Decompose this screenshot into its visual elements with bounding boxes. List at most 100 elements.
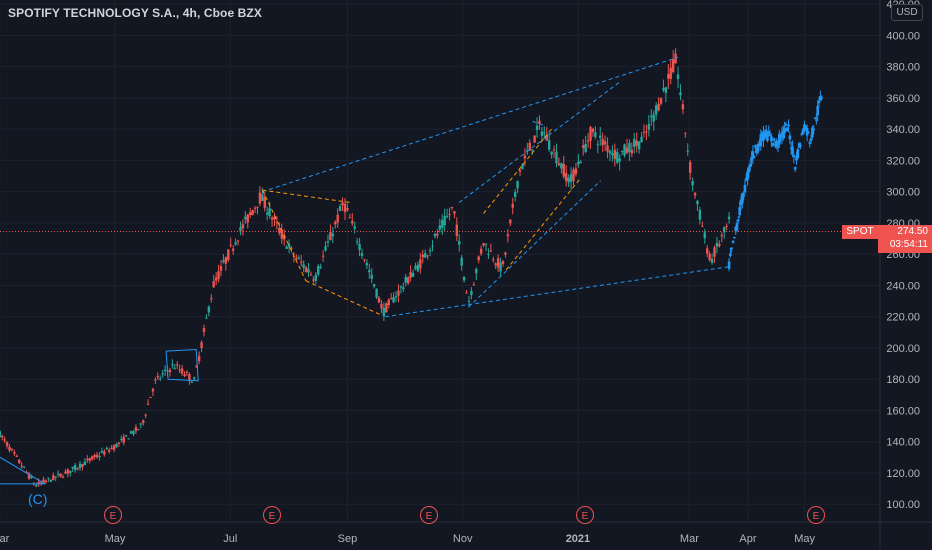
candle-body — [231, 248, 235, 251]
candle-body — [261, 194, 264, 201]
candle-body — [458, 240, 461, 245]
candle-body — [406, 277, 410, 284]
projection-candle — [739, 199, 743, 205]
candle-body — [217, 271, 220, 280]
candle-body — [304, 267, 308, 272]
candle-body — [688, 162, 692, 173]
candle-body — [472, 284, 476, 286]
currency-button[interactable]: USD — [891, 4, 923, 21]
candle-body — [326, 241, 330, 243]
candle-body — [453, 211, 456, 214]
candle-body — [229, 244, 232, 246]
candle-body — [88, 458, 91, 461]
candle-body — [37, 481, 40, 485]
projection-candle — [729, 253, 732, 257]
candle-body — [618, 158, 621, 162]
trend-line — [458, 80, 622, 204]
projection-candle — [741, 193, 744, 204]
projection-candle — [764, 129, 768, 138]
projection-candle — [811, 127, 814, 138]
candle-body — [54, 476, 57, 478]
candle-body — [662, 88, 665, 91]
candle-body — [436, 233, 439, 236]
projection-candle — [768, 134, 772, 137]
candle-body — [61, 476, 65, 478]
candle-body — [10, 448, 14, 450]
candle-body — [414, 265, 417, 269]
projection-candle — [819, 95, 822, 101]
projection-candle — [785, 127, 789, 132]
flag-pattern — [165, 348, 199, 382]
y-tick-label: 120.00 — [886, 468, 920, 480]
candle-body — [567, 177, 570, 183]
candle-body — [496, 258, 500, 268]
candle-body — [431, 245, 434, 247]
candle-body — [355, 241, 359, 243]
candle-body — [606, 145, 609, 152]
candle-body — [39, 482, 43, 484]
candle-body — [35, 485, 38, 487]
projection-candle — [792, 155, 796, 158]
candle-body — [93, 455, 96, 458]
candle-body — [214, 277, 218, 281]
projection-candle — [804, 126, 808, 129]
projection-candle — [801, 128, 805, 134]
candle-body — [173, 368, 177, 370]
candle-body — [591, 128, 595, 133]
candle-body — [669, 67, 672, 79]
candle-body — [144, 414, 147, 416]
projection-candle — [738, 207, 741, 216]
candle-body — [122, 436, 125, 443]
candle-body — [44, 480, 48, 483]
projection-candle — [820, 97, 823, 99]
earnings-marker-label: E — [110, 511, 117, 522]
projection-candle — [727, 261, 731, 269]
candle-body — [183, 374, 186, 376]
candle-body — [49, 479, 53, 482]
candle-body — [696, 200, 699, 205]
candle-body — [188, 373, 191, 381]
projection-candle — [734, 226, 737, 232]
candle-body — [441, 220, 444, 228]
candle-body — [477, 256, 480, 261]
candle-body — [633, 138, 636, 147]
candle-body — [98, 456, 101, 458]
projection-candle — [735, 222, 739, 231]
candle-body — [511, 203, 514, 208]
y-tick-label: 300.00 — [886, 187, 920, 199]
candle-body — [117, 442, 121, 444]
projection-candle — [752, 156, 756, 158]
candle-body — [163, 369, 167, 372]
candle-body — [513, 192, 517, 198]
candle-body — [20, 465, 23, 467]
candle-body — [645, 131, 648, 133]
candle-body — [467, 301, 471, 303]
candle-body — [611, 153, 614, 156]
candle-body — [642, 131, 646, 133]
candle-body — [134, 427, 138, 431]
candle-body — [409, 272, 412, 278]
earnings-marker — [263, 506, 281, 524]
projection-candle — [787, 124, 790, 127]
projection-candle — [737, 219, 740, 222]
candle-body — [210, 298, 213, 300]
projection-candle — [763, 133, 767, 137]
candle-body — [557, 163, 561, 166]
candle-body — [351, 220, 354, 224]
candle-body — [110, 447, 113, 449]
earnings-marker-label: E — [269, 511, 276, 522]
projection-candle — [800, 133, 804, 135]
projection-candle — [805, 127, 809, 136]
projection-candle — [762, 132, 765, 141]
candle-body — [227, 249, 230, 261]
projection-candle — [782, 130, 785, 139]
candle-body — [720, 235, 723, 237]
candle-body — [625, 147, 629, 153]
candle-body — [596, 144, 600, 146]
candle-body — [263, 197, 266, 208]
candle-body — [348, 217, 352, 219]
earnings-marker — [807, 506, 825, 524]
candle-body — [394, 296, 398, 298]
